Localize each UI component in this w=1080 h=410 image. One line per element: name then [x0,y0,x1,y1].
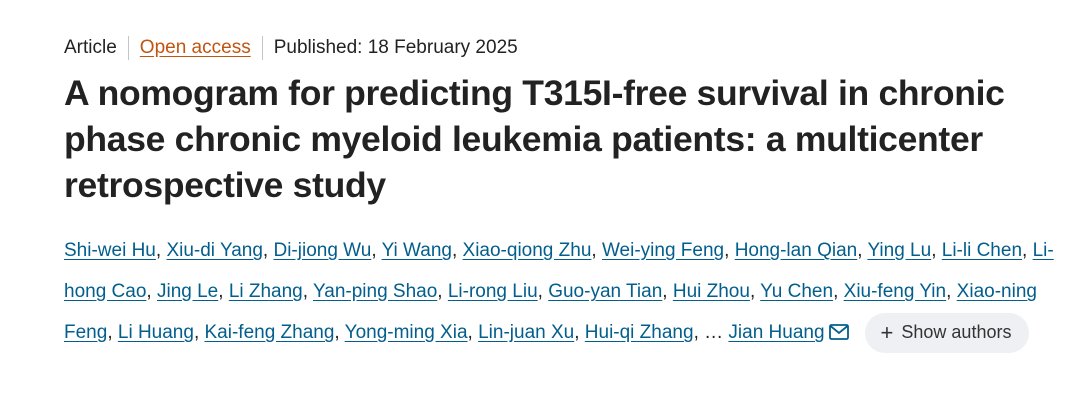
author-link[interactable]: Guo-yan Tian [548,281,663,302]
author-link[interactable]: Xiao-ning Feng [64,281,1037,343]
author-link[interactable]: Xiu-di Yang [166,240,263,261]
corresponding-author-link[interactable]: Jian Huang [728,322,825,343]
article-type: Article [64,37,117,58]
mail-icon[interactable] [828,314,849,355]
open-access-link[interactable]: Open access [139,37,251,58]
author-link[interactable]: Yong-ming Xia [344,322,468,343]
article-header: Article Open access Published: 18 Februa… [64,34,1064,355]
author-link[interactable]: Li-li Chen [941,240,1023,261]
author-link[interactable]: Xiao-qiong Zhu [462,240,592,261]
author-link[interactable]: Kai-feng Zhang [204,322,335,343]
meta-divider [261,36,263,60]
meta-divider [127,36,129,60]
show-authors-button[interactable]: + Show authors [864,312,1030,353]
author-link[interactable]: Di-jiong Wu [273,240,372,261]
author-link[interactable]: Li-hong Cao [64,240,1054,302]
author-ellipsis: … [704,322,724,343]
author-link[interactable]: Wei-ying Feng [601,240,725,261]
article-meta: Article Open access Published: 18 Februa… [64,34,1064,62]
author-link[interactable]: Yu Chen [760,281,834,302]
published-date: Published: 18 February 2025 [273,37,518,58]
plus-icon: + [880,319,894,345]
author-link[interactable]: Xiu-feng Yin [843,281,947,302]
author-link[interactable]: Jing Le [156,281,219,302]
author-link[interactable]: Li Huang [117,322,194,343]
author-link[interactable]: Yan-ping Shao [312,281,438,302]
author-link[interactable]: Hong-lan Qian [734,240,858,261]
author-link[interactable]: Hui Zhou [672,281,750,302]
author-link[interactable]: Yi Wang [381,240,452,261]
author-list: Shi-wei Hu, Xiu-di Yang, Di-jiong Wu, Yi… [64,230,1064,355]
article-title: A nomogram for predicting T315I-free sur… [64,73,1005,205]
author-link[interactable]: Li Zhang [228,281,303,302]
author-link[interactable]: Lin-juan Xu [478,322,575,343]
author-link[interactable]: Shi-wei Hu [64,240,156,261]
author-link[interactable]: Li-rong Liu [447,281,538,302]
author-link[interactable]: Hui-qi Zhang [584,322,694,343]
author-link[interactable]: Ying Lu [867,240,932,261]
show-authors-label: Show authors [901,322,1012,343]
